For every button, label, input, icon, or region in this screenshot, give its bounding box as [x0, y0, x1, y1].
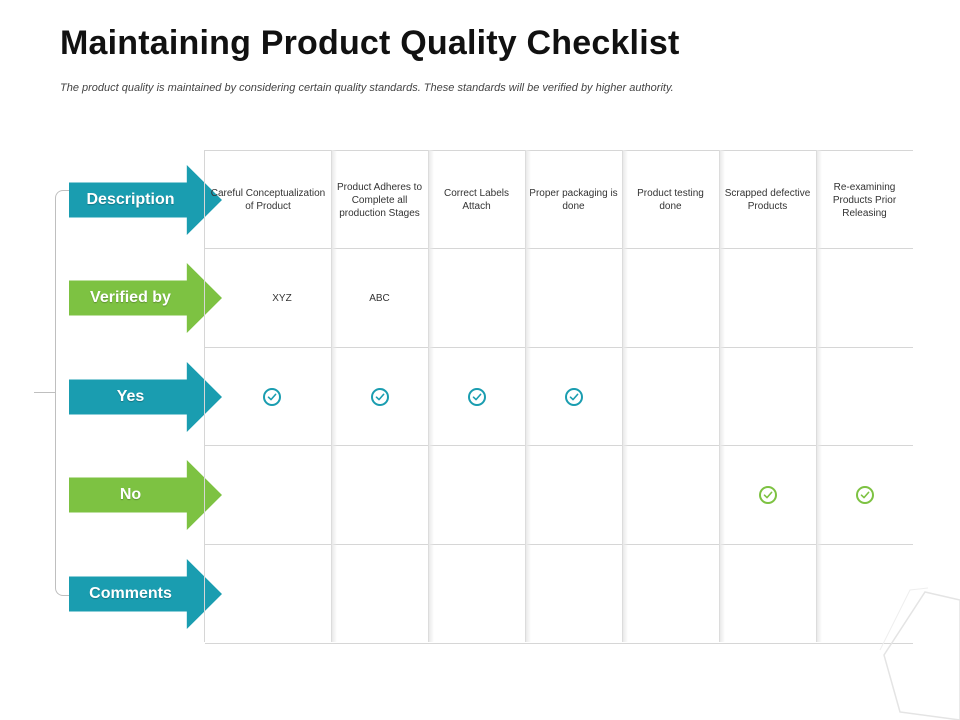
- no-cell: [622, 446, 719, 544]
- check-circle-icon: [263, 388, 281, 406]
- yes-cell: [816, 348, 913, 446]
- yes-cell: [205, 348, 339, 446]
- verified-by-cell: [428, 249, 525, 347]
- bracket-tick: [34, 392, 55, 393]
- checklist-grid: Careful Conceptualization of Product Pro…: [204, 150, 913, 644]
- column-divider: [719, 150, 725, 642]
- check-circle-icon: [758, 486, 777, 504]
- comments-cell: [331, 545, 428, 643]
- row-arrow-comments: Comments: [69, 559, 222, 629]
- column-divider: [622, 150, 628, 642]
- check-circle-icon: [564, 388, 583, 406]
- description-cell: Correct Labels Attach: [443, 188, 510, 212]
- comments-cell: [525, 545, 622, 643]
- no-cell: [205, 446, 339, 544]
- no-cell: [816, 446, 913, 544]
- verified-by-cell: [525, 249, 622, 347]
- check-circle-icon: [855, 486, 874, 504]
- verified-by-cell: ABC: [369, 292, 390, 304]
- verified-by-cell: XYZ: [272, 292, 292, 304]
- column-divider: [525, 150, 531, 642]
- column-divider: [816, 150, 822, 642]
- row-arrow-description: Description: [69, 165, 222, 235]
- yes-row: [205, 347, 913, 446]
- yes-cell: [622, 348, 719, 446]
- no-cell: [719, 446, 816, 544]
- row-arrow-no: No: [69, 460, 222, 530]
- row-bracket: [55, 190, 70, 596]
- comments-cell: [205, 545, 331, 643]
- column-divider: [428, 150, 434, 642]
- yes-cell: [525, 348, 622, 446]
- description-cell: Careful Conceptualization of Product: [210, 188, 326, 212]
- page-subtitle: The product quality is maintained by con…: [60, 82, 674, 94]
- verified-by-row: XYZ ABC: [205, 248, 913, 347]
- no-cell: [331, 446, 428, 544]
- row-arrow-yes: Yes: [69, 362, 222, 432]
- check-circle-icon: [467, 388, 486, 406]
- description-cell: Product testing done: [637, 188, 704, 212]
- yes-cell: [331, 348, 428, 446]
- comments-row: [205, 544, 913, 644]
- yes-cell: [428, 348, 525, 446]
- comments-cell: [719, 545, 816, 643]
- page-title: Maintaining Product Quality Checklist: [60, 24, 680, 62]
- no-cell: [428, 446, 525, 544]
- row-arrow-verified-by: Verified by: [69, 263, 222, 333]
- description-cell: Product Adheres to Complete all producti…: [336, 181, 423, 219]
- no-row: [205, 445, 913, 544]
- yes-cell: [719, 348, 816, 446]
- description-row: Careful Conceptualization of Product Pro…: [205, 150, 913, 249]
- verified-by-cell: [816, 249, 913, 347]
- comments-cell: [622, 545, 719, 643]
- description-cell: Re-examining Products Prior Releasing: [832, 181, 897, 219]
- no-cell: [525, 446, 622, 544]
- column-divider: [331, 150, 337, 642]
- verified-by-cell: [622, 249, 719, 347]
- description-cell: Scrapped defective Products: [724, 188, 811, 212]
- comments-cell: [428, 545, 525, 643]
- check-circle-icon: [370, 388, 389, 406]
- decorative-polygon: [879, 587, 960, 720]
- description-cell: Proper packaging is done: [529, 188, 618, 212]
- verified-by-cell: [719, 249, 816, 347]
